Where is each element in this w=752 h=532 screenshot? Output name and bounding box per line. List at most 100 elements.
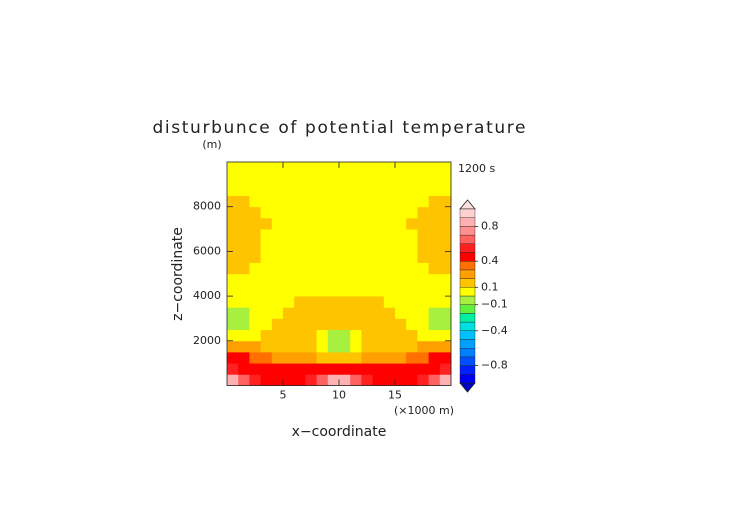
field-cell — [294, 307, 306, 319]
field-cell — [350, 262, 362, 275]
field-cell — [327, 184, 340, 196]
field-cell — [395, 351, 407, 364]
field-cell — [238, 262, 250, 275]
field-cell — [395, 184, 407, 196]
field-cell — [383, 363, 396, 375]
colorbar-segment — [459, 365, 476, 375]
field-cell — [249, 351, 261, 364]
field-cell — [383, 318, 396, 331]
field-cell — [238, 162, 250, 174]
field-cell — [395, 262, 407, 275]
field-cell — [316, 251, 329, 263]
field-cell — [260, 340, 273, 353]
field-cell — [227, 307, 239, 319]
field-cell — [372, 184, 385, 196]
field-cell — [294, 262, 306, 275]
field-cell — [372, 318, 385, 331]
colorbar-under — [459, 382, 476, 393]
field-cell — [406, 363, 418, 375]
colorbar-segment — [459, 217, 476, 227]
field-cell — [361, 340, 373, 353]
field-cell — [305, 307, 317, 319]
field-cell — [395, 363, 407, 375]
y-unit: (m) — [202, 138, 221, 151]
field-cell — [361, 217, 373, 230]
field-cell — [249, 251, 261, 263]
field-cell — [294, 340, 306, 353]
field-cell — [417, 374, 429, 386]
field-cell — [283, 296, 295, 308]
field-cell — [271, 240, 284, 252]
field-cell — [339, 240, 351, 252]
field-cell — [227, 363, 239, 375]
field-cell — [350, 284, 362, 297]
field-cell — [395, 206, 407, 219]
field-cell — [372, 273, 385, 286]
field-cell — [316, 262, 329, 275]
field-cell — [395, 318, 407, 331]
field-cell — [439, 340, 452, 353]
field-cell — [428, 363, 441, 375]
field-cell — [238, 351, 250, 364]
field-cell — [339, 318, 351, 331]
field-cell — [260, 351, 273, 364]
field-cell — [271, 363, 284, 375]
field-cell — [327, 240, 340, 252]
field-cell — [260, 240, 273, 252]
field-cell — [417, 296, 429, 308]
field-cell — [406, 273, 418, 286]
field-cell — [417, 340, 429, 353]
field-cell — [339, 217, 351, 230]
field-cell — [428, 284, 441, 297]
field-cell — [227, 284, 239, 297]
field-cell — [305, 240, 317, 252]
x-tick-label: 10 — [332, 389, 346, 402]
field-cell — [406, 217, 418, 230]
field-cell — [327, 284, 340, 297]
field-cell — [339, 374, 351, 386]
field-cell — [238, 284, 250, 297]
field-cell — [249, 217, 261, 230]
field-cell — [361, 229, 373, 241]
field-cell — [327, 307, 340, 319]
field-cell — [316, 240, 329, 252]
field-cell — [238, 251, 250, 263]
field-cell — [294, 329, 306, 342]
field-cell — [417, 229, 429, 241]
field-cell — [395, 374, 407, 386]
field-cell — [238, 206, 250, 219]
field-cell — [316, 363, 329, 375]
field-cell — [249, 229, 261, 241]
field-cell — [227, 340, 239, 353]
field-cell — [439, 296, 452, 308]
field-cell — [350, 329, 362, 342]
field-cell — [339, 229, 351, 241]
field-cell — [406, 162, 418, 174]
field-cell — [227, 173, 239, 185]
field-cell — [260, 307, 273, 319]
field-cell — [283, 217, 295, 230]
field-cell — [305, 329, 317, 342]
field-cell — [294, 318, 306, 331]
field-cell — [271, 251, 284, 263]
field-cell — [227, 184, 239, 196]
field-cell — [316, 206, 329, 219]
field-cell — [395, 195, 407, 208]
field-cell — [227, 273, 239, 286]
field-cell — [439, 284, 452, 297]
field-cell — [227, 296, 239, 308]
field-cell — [316, 329, 329, 342]
colorbar-label: 0.4 — [481, 254, 499, 267]
field-cell — [350, 318, 362, 331]
field-cell — [327, 251, 340, 263]
field-cell — [383, 240, 396, 252]
field-cell — [238, 318, 250, 331]
field-cell — [383, 217, 396, 230]
field-cell — [428, 240, 441, 252]
field-cell — [417, 184, 429, 196]
field-cell — [439, 318, 452, 331]
field-cell — [383, 173, 396, 185]
field-cell — [339, 340, 351, 353]
field-cell — [305, 296, 317, 308]
field-cell — [260, 262, 273, 275]
